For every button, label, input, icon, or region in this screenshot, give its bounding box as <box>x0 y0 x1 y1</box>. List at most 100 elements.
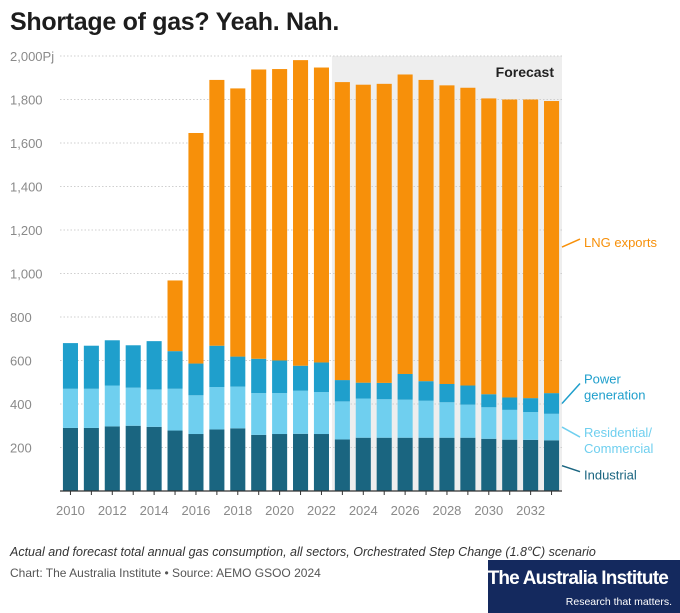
x-tick-label: 2018 <box>223 503 252 518</box>
x-tick-label: 2020 <box>265 503 294 518</box>
chart-source: Chart: The Australia Institute • Source:… <box>10 566 321 580</box>
chart-caption: Actual and forecast total annual gas con… <box>10 545 596 559</box>
bar-residential-commercial <box>313 392 329 435</box>
y-tick-label: 1,800 <box>10 93 43 108</box>
bar-lng-exports <box>293 60 309 366</box>
bar-power-generation <box>272 360 288 394</box>
bar-lng-exports <box>439 85 455 384</box>
bar-residential-commercial <box>418 400 434 438</box>
chart-title: Shortage of gas? Yeah. Nah. <box>10 8 340 36</box>
bar-power-generation <box>376 382 392 400</box>
bar-power-generation <box>460 385 476 405</box>
bar-residential-commercial <box>397 399 413 438</box>
legend-leader-industrial <box>561 464 581 473</box>
bar-residential-commercial <box>523 412 539 440</box>
bar-residential-commercial <box>502 409 518 440</box>
bar-lng-exports <box>397 74 413 374</box>
bar-industrial <box>502 439 518 491</box>
bar-residential-commercial <box>146 389 162 427</box>
bar-power-generation <box>125 345 141 388</box>
x-tick-label: 2024 <box>349 503 378 518</box>
bar-power-generation <box>313 362 329 393</box>
bar-industrial <box>523 439 539 491</box>
legend-label-power-generation: Power generation <box>584 371 645 402</box>
bar-residential-commercial <box>167 388 183 431</box>
bar-residential-commercial <box>293 390 309 434</box>
bar-power-generation <box>62 343 78 389</box>
bar-power-generation <box>209 345 225 388</box>
y-tick-label: 2,000Pj <box>10 49 54 64</box>
bar-industrial <box>230 428 246 491</box>
bar-lng-exports <box>334 82 350 381</box>
bar-residential-commercial <box>83 388 99 428</box>
bar-power-generation <box>104 340 120 386</box>
bar-residential-commercial <box>188 395 204 435</box>
bar-residential-commercial <box>460 404 476 438</box>
bar-industrial <box>544 440 560 491</box>
x-tick-label: 2032 <box>516 503 545 518</box>
x-tick-label: 2026 <box>391 503 420 518</box>
bar-power-generation <box>355 382 371 399</box>
legend-leader-residential-commercial <box>561 426 581 438</box>
bar-lng-exports <box>209 79 225 346</box>
x-tick-label: 2022 <box>307 503 336 518</box>
y-tick-label: 600 <box>10 354 32 369</box>
bar-industrial <box>481 438 497 491</box>
bar-industrial <box>83 427 99 491</box>
bar-residential-commercial <box>62 388 78 428</box>
bar-industrial <box>62 427 78 491</box>
bar-power-generation <box>251 358 267 394</box>
bar-industrial <box>418 437 434 491</box>
bar-industrial <box>460 437 476 491</box>
y-tick-label: 1,200 <box>10 223 43 238</box>
bar-industrial <box>209 429 225 491</box>
bar-lng-exports <box>523 99 539 399</box>
bar-lng-exports <box>230 88 246 357</box>
bar-power-generation <box>167 351 183 389</box>
bar-power-generation <box>334 380 350 402</box>
bar-industrial <box>272 434 288 491</box>
bar-lng-exports <box>544 101 560 394</box>
bar-lng-exports <box>355 84 371 383</box>
bar-industrial <box>439 437 455 491</box>
bar-residential-commercial <box>125 387 141 426</box>
y-tick-label: 400 <box>10 397 32 412</box>
x-tick-label: 2016 <box>181 503 210 518</box>
legend-label-lng-exports: LNG exports <box>584 235 657 250</box>
bar-industrial <box>188 434 204 491</box>
bar-lng-exports <box>313 67 329 363</box>
bar-power-generation <box>397 373 413 400</box>
bar-residential-commercial <box>355 398 371 438</box>
x-tick-label: 2014 <box>140 503 169 518</box>
bar-industrial <box>376 437 392 491</box>
bar-lng-exports <box>272 69 288 361</box>
legend-label-residential-commercial: Residential/Commercial <box>584 425 653 456</box>
bar-residential-commercial <box>334 401 350 440</box>
bar-lng-exports <box>418 79 434 382</box>
bar-lng-exports <box>376 83 392 383</box>
bar-lng-exports <box>502 99 518 398</box>
australia-institute-logo[interactable]: The Australia Institute Research that ma… <box>488 560 680 613</box>
bar-residential-commercial <box>481 407 497 439</box>
bar-residential-commercial <box>209 387 225 430</box>
y-tick-label: 1,000 <box>10 267 43 282</box>
bar-industrial <box>334 439 350 491</box>
bar-power-generation <box>439 383 455 403</box>
bar-residential-commercial <box>544 413 560 441</box>
stacked-bar-chart: 200 400 600 800 1,000 1,200 1,400 1,600 1,800 2,0… <box>10 49 657 518</box>
logo-tagline: Research that matters. <box>565 596 672 608</box>
x-tick-label: 2028 <box>432 503 461 518</box>
bar-residential-commercial <box>251 393 267 435</box>
bar-power-generation <box>502 397 518 410</box>
bar-lng-exports <box>481 98 497 395</box>
bar-residential-commercial <box>439 402 455 438</box>
bar-power-generation <box>293 365 309 391</box>
bar-power-generation <box>230 356 246 387</box>
y-tick-label: 800 <box>10 310 32 325</box>
logo-name: The Australia Institute <box>487 568 669 589</box>
y-tick-label: 200 <box>10 441 32 456</box>
bar-lng-exports <box>188 132 204 364</box>
bar-industrial <box>146 426 162 491</box>
bar-power-generation <box>523 398 539 413</box>
bar-lng-exports <box>167 280 183 352</box>
